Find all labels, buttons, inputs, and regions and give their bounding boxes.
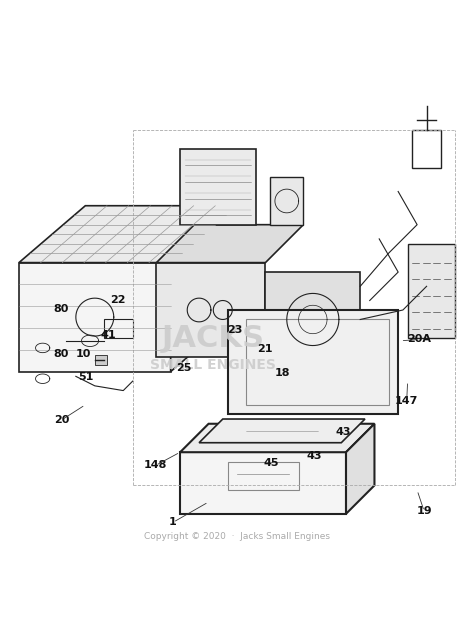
Polygon shape (346, 423, 374, 514)
Text: 147: 147 (395, 396, 419, 406)
Text: 43: 43 (306, 451, 321, 461)
Polygon shape (171, 206, 237, 371)
Polygon shape (270, 177, 303, 224)
Text: Copyright © 2020  ·  Jacks Small Engines: Copyright © 2020 · Jacks Small Engines (144, 533, 330, 541)
Text: 22: 22 (110, 294, 125, 304)
Text: 25: 25 (176, 363, 191, 373)
Text: 19: 19 (417, 507, 432, 516)
Polygon shape (19, 206, 237, 263)
Polygon shape (408, 244, 455, 339)
Polygon shape (180, 452, 346, 514)
Text: 1: 1 (169, 517, 177, 528)
Text: 45: 45 (264, 458, 279, 467)
Text: SMALL ENGINES: SMALL ENGINES (150, 358, 276, 371)
Text: 21: 21 (257, 344, 272, 354)
Polygon shape (156, 224, 303, 263)
Polygon shape (19, 263, 171, 371)
Text: 51: 51 (79, 372, 94, 383)
Text: 41: 41 (100, 330, 116, 340)
Bar (95, 355, 107, 365)
Text: 80: 80 (53, 348, 68, 358)
Text: 10: 10 (75, 348, 91, 358)
Polygon shape (228, 310, 398, 414)
Text: 43: 43 (336, 427, 351, 437)
Text: 20A: 20A (408, 334, 431, 344)
Polygon shape (180, 423, 374, 452)
Text: JACKS: JACKS (162, 324, 265, 353)
Polygon shape (180, 149, 256, 224)
Text: 18: 18 (274, 368, 290, 378)
Text: 148: 148 (144, 461, 167, 471)
Polygon shape (199, 419, 365, 443)
Polygon shape (265, 272, 360, 367)
Polygon shape (156, 263, 265, 357)
Text: 20: 20 (54, 415, 69, 425)
Text: 80: 80 (53, 304, 68, 314)
Text: 23: 23 (227, 325, 242, 335)
